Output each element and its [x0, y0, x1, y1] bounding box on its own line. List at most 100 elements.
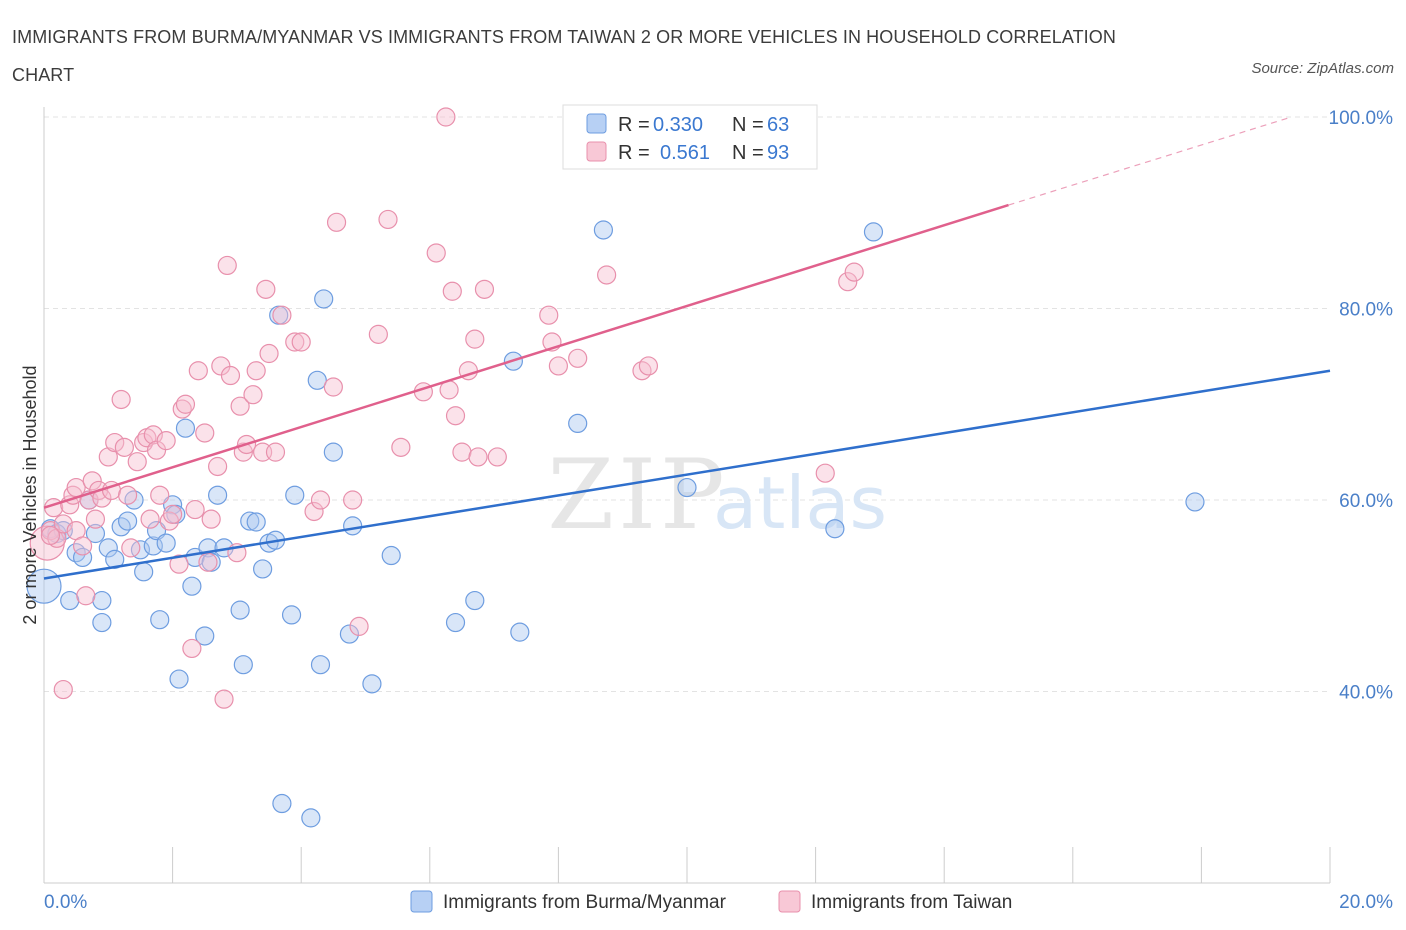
data-point	[452, 442, 472, 462]
data-point	[368, 324, 388, 344]
data-point	[474, 279, 495, 299]
data-point	[339, 624, 360, 644]
data-point	[442, 281, 462, 301]
trend-extension-1	[1008, 116, 1292, 206]
data-point	[134, 562, 154, 582]
watermark-zip: ZIP	[547, 439, 728, 551]
data-point	[150, 610, 170, 630]
y-tick-label: 80.0%	[1339, 300, 1393, 321]
data-point	[92, 590, 112, 611]
data-point	[307, 370, 327, 390]
data-point	[169, 669, 189, 689]
data-point	[195, 423, 215, 443]
data-point	[468, 447, 488, 467]
data-point	[838, 272, 858, 292]
data-point	[291, 332, 311, 352]
legend-r-label-taiwan: R =	[618, 142, 650, 164]
data-point	[310, 655, 331, 675]
legend-swatch-taiwan	[586, 141, 607, 162]
data-point	[185, 499, 205, 520]
data-point	[208, 485, 228, 505]
legend-n-value-burma: 63	[767, 114, 789, 136]
data-point	[72, 547, 93, 568]
data-point	[188, 361, 208, 381]
data-point	[1185, 492, 1205, 512]
y-tick-label: 100.0%	[1329, 108, 1394, 129]
data-point	[182, 638, 202, 659]
data-point	[114, 437, 134, 457]
data-point	[285, 485, 305, 505]
data-point	[240, 511, 260, 531]
data-point	[217, 255, 237, 276]
data-point	[426, 243, 446, 263]
data-point	[304, 501, 324, 522]
data-point	[233, 655, 253, 675]
data-point	[487, 447, 507, 467]
data-point	[436, 107, 456, 127]
data-point	[130, 540, 151, 560]
legend-r-value-burma: 0.330	[653, 114, 703, 136]
legend-n-label-taiwan: N =	[732, 142, 764, 164]
data-point	[349, 616, 369, 636]
data-point	[343, 490, 363, 510]
data-point	[175, 394, 196, 414]
data-point	[253, 559, 273, 579]
y-tick-label: 40.0%	[1339, 683, 1393, 704]
data-point	[127, 452, 147, 472]
data-point	[53, 679, 73, 700]
data-point	[182, 576, 202, 596]
watermark-atlas: atlas	[713, 461, 887, 545]
data-point	[40, 525, 61, 546]
data-point	[111, 389, 131, 410]
data-point	[82, 471, 102, 491]
data-point	[597, 265, 617, 285]
data-point	[92, 612, 112, 633]
data-point	[272, 305, 292, 325]
data-point	[150, 485, 170, 505]
data-point	[208, 456, 228, 477]
data-point	[310, 490, 331, 510]
data-point	[76, 586, 96, 606]
data-point	[246, 512, 266, 532]
data-point	[140, 509, 160, 529]
data-point	[510, 622, 530, 642]
data-point	[265, 442, 286, 462]
data-point	[169, 554, 189, 574]
data-point	[230, 396, 250, 416]
trend-layer	[43, 116, 1331, 580]
data-point	[163, 504, 183, 524]
data-point	[220, 365, 241, 386]
data-point	[121, 538, 141, 558]
data-point	[156, 431, 176, 451]
data-point	[105, 549, 125, 569]
x-tick-label: 0.0%	[44, 892, 87, 913]
bottom-legend-swatch-burma	[410, 890, 433, 913]
data-point	[281, 605, 302, 625]
data-point	[323, 377, 343, 397]
data-point	[844, 262, 864, 282]
data-point	[568, 348, 588, 368]
data-point	[117, 485, 138, 505]
data-point	[230, 600, 250, 620]
data-point	[568, 413, 588, 433]
data-point	[85, 509, 106, 529]
legend-r-value-taiwan: 0.561	[660, 142, 710, 164]
data-point	[378, 209, 398, 230]
data-point	[381, 545, 401, 566]
trend-line-0	[43, 369, 1331, 580]
bottom-legend-swatch-taiwan	[778, 890, 801, 913]
data-point	[201, 509, 221, 529]
data-point	[343, 516, 363, 536]
x-tick-label: 20.0%	[1339, 892, 1393, 913]
data-point	[98, 447, 118, 467]
data-point	[445, 612, 466, 633]
bottom-legend-label-taiwan: Immigrants from Taiwan	[811, 892, 1012, 913]
data-point	[117, 511, 138, 531]
data-point	[863, 222, 884, 242]
data-point	[272, 793, 292, 814]
data-point	[465, 590, 485, 611]
tick-labels: 100.0% 80.0% 60.0% 40.0% 0.0% 20.0%	[44, 108, 1393, 913]
data-point	[98, 538, 118, 558]
chart-source: Source: ZipAtlas.com	[1251, 60, 1394, 77]
